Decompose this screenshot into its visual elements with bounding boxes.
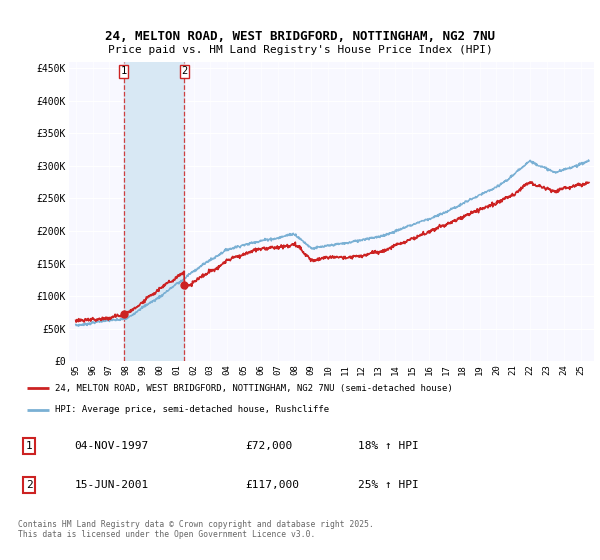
Text: 24, MELTON ROAD, WEST BRIDGFORD, NOTTINGHAM, NG2 7NU (semi-detached house): 24, MELTON ROAD, WEST BRIDGFORD, NOTTING… bbox=[55, 384, 452, 393]
Text: HPI: Average price, semi-detached house, Rushcliffe: HPI: Average price, semi-detached house,… bbox=[55, 405, 329, 414]
Text: Price paid vs. HM Land Registry's House Price Index (HPI): Price paid vs. HM Land Registry's House … bbox=[107, 45, 493, 55]
Text: 24, MELTON ROAD, WEST BRIDGFORD, NOTTINGHAM, NG2 7NU: 24, MELTON ROAD, WEST BRIDGFORD, NOTTING… bbox=[105, 30, 495, 43]
Text: Contains HM Land Registry data © Crown copyright and database right 2025.
This d: Contains HM Land Registry data © Crown c… bbox=[18, 520, 374, 539]
Text: 18% ↑ HPI: 18% ↑ HPI bbox=[358, 441, 419, 451]
Text: 1: 1 bbox=[121, 67, 127, 76]
Text: 15-JUN-2001: 15-JUN-2001 bbox=[75, 480, 149, 490]
Text: 1: 1 bbox=[26, 441, 33, 451]
Text: 2: 2 bbox=[26, 480, 33, 490]
Text: £117,000: £117,000 bbox=[245, 480, 299, 490]
Text: £72,000: £72,000 bbox=[245, 441, 292, 451]
Text: 25% ↑ HPI: 25% ↑ HPI bbox=[358, 480, 419, 490]
Text: 2: 2 bbox=[181, 67, 188, 76]
Text: 04-NOV-1997: 04-NOV-1997 bbox=[75, 441, 149, 451]
Bar bbox=[124, 62, 184, 361]
